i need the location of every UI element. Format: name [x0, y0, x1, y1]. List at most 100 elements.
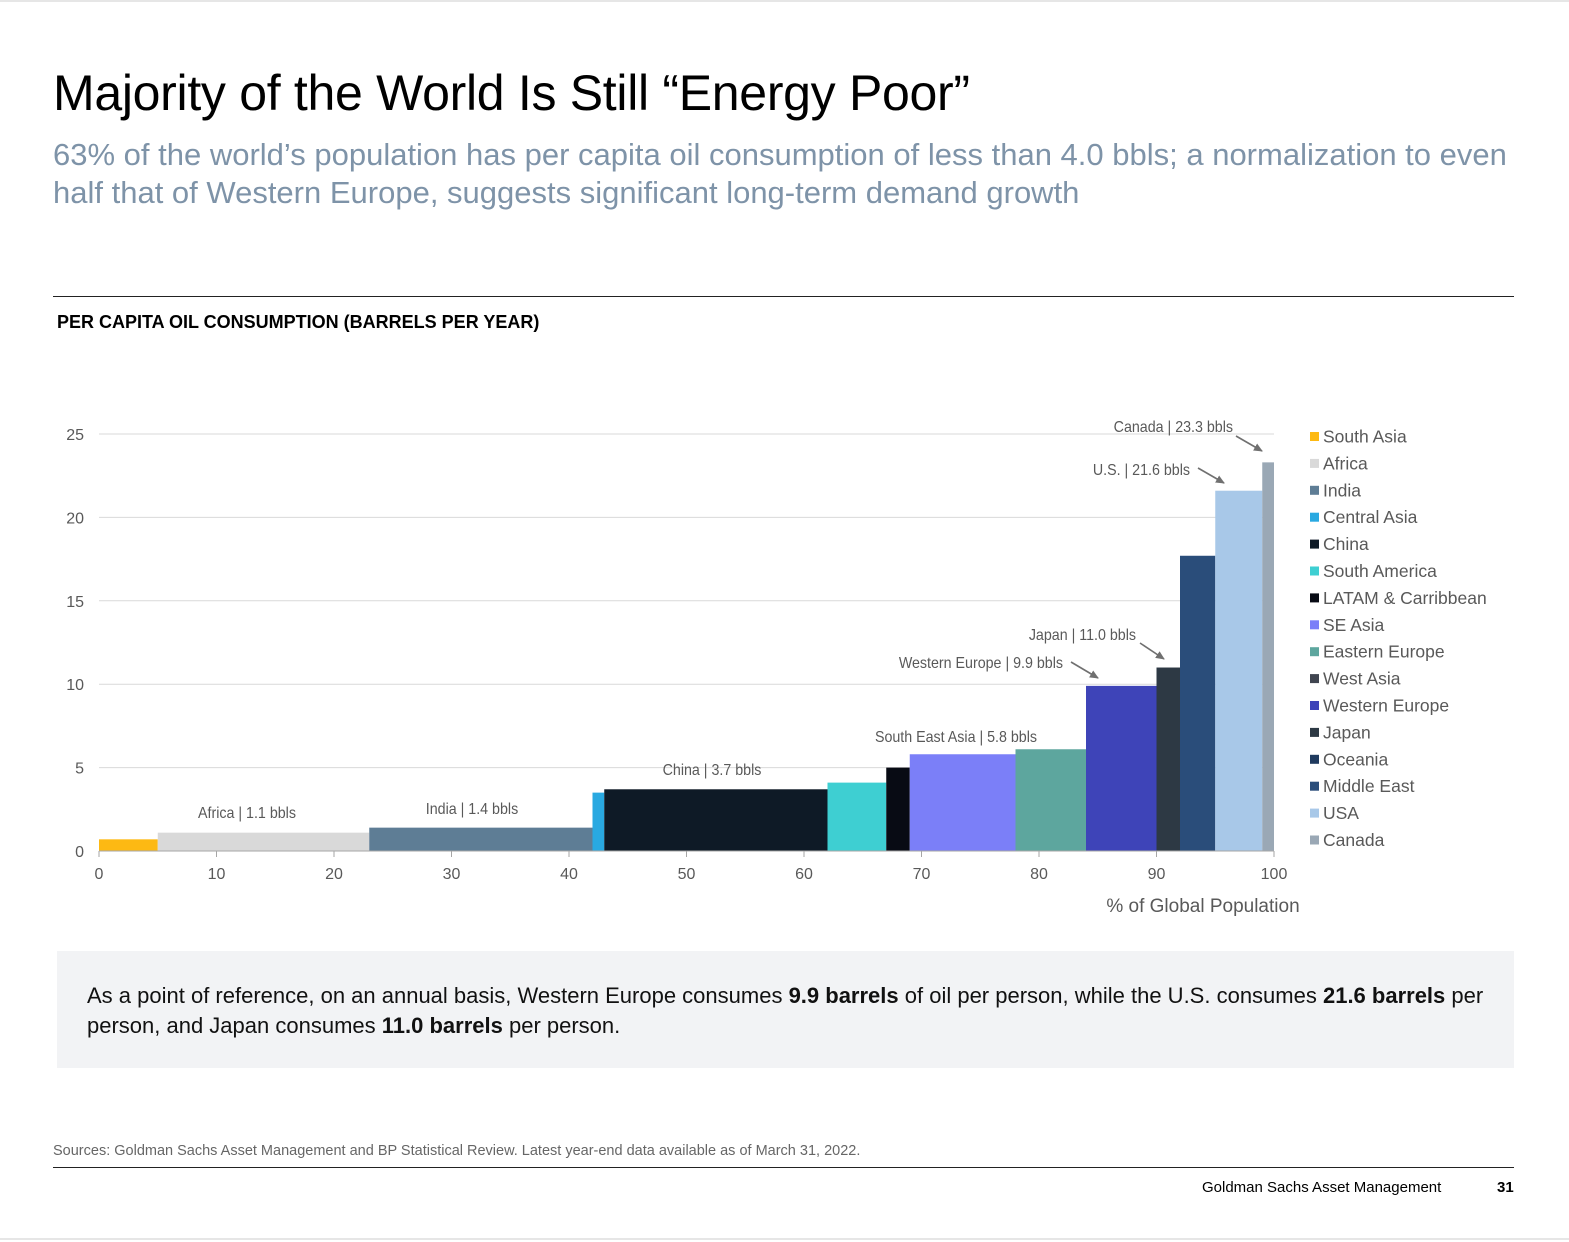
- legend-label: China: [1323, 534, 1369, 554]
- x-tick-label: 0: [95, 866, 104, 883]
- legend-label: LATAM & Carribbean: [1323, 588, 1487, 608]
- sources-text: Sources: Goldman Sachs Asset Management …: [53, 1143, 861, 1159]
- y-tick-label: 0: [75, 844, 84, 861]
- legend-label: SE Asia: [1323, 615, 1385, 635]
- bar-middle-east: [1180, 555, 1216, 851]
- legend-swatch: [1310, 566, 1319, 576]
- annotation-usa: U.S. | 21.6 bbls: [1093, 463, 1190, 480]
- page-subtitle: 63% of the world’s population has per ca…: [53, 137, 1507, 210]
- note-text-3: per person, and Japan consumes: [87, 983, 1484, 1038]
- bar-latam-carribbean: [886, 767, 910, 851]
- annotation-india: India | 1.4 bbls: [426, 802, 518, 819]
- x-tick-label: 100: [1261, 866, 1288, 883]
- legend-swatch: [1310, 808, 1319, 818]
- legend-label: Africa: [1323, 453, 1368, 473]
- x-tick-label: 20: [325, 866, 343, 883]
- annotation-arrow: [1235, 435, 1263, 452]
- bar-western-europe: [1086, 685, 1157, 851]
- annotation-se-asia: South East Asia | 5.8 bbls: [875, 730, 1037, 747]
- note-text-4: per person.: [502, 1013, 621, 1038]
- bar-central-asia: [592, 792, 605, 851]
- legend-label: USA: [1323, 803, 1359, 823]
- legend-label: India: [1323, 480, 1361, 500]
- bars: [99, 462, 1274, 851]
- annotation-arrow: [1070, 661, 1099, 679]
- x-tick-label: 30: [443, 866, 461, 883]
- legend-label: West Asia: [1323, 669, 1401, 689]
- legend-label: Western Europe: [1323, 696, 1449, 716]
- annotation-arrow: [1197, 467, 1225, 484]
- legend-swatch: [1310, 432, 1319, 441]
- chart-top-rule: [53, 296, 1514, 297]
- annotation-africa: Africa | 1.1 bbls: [198, 806, 296, 823]
- y-tick-label: 10: [66, 677, 84, 694]
- bar-usa: [1215, 490, 1263, 851]
- x-tick-label: 90: [1148, 866, 1166, 883]
- note-text-1: As a point of reference, on an annual ba…: [87, 983, 789, 1008]
- x-tick-label: 10: [208, 866, 226, 883]
- page-number: 31: [1497, 1179, 1514, 1196]
- annotation-japan: Japan | 11.0 bbls: [1029, 628, 1136, 645]
- legend-label: Canada: [1323, 830, 1385, 850]
- reference-note: As a point of reference, on an annual ba…: [57, 951, 1514, 1068]
- legend-label: South Asia: [1323, 427, 1407, 447]
- legend-swatch: [1310, 727, 1319, 737]
- page-title: Majority of the World Is Still “Energy P…: [53, 65, 970, 121]
- bar-se-asia: [909, 754, 1016, 851]
- note-text-2: of oil per person, while the U.S. consum…: [898, 983, 1323, 1008]
- x-tick-label: 80: [1030, 866, 1048, 883]
- bar-china: [604, 789, 828, 851]
- legend-label: Middle East: [1323, 776, 1415, 796]
- note-bold-japan: 11.0 barrels: [381, 1013, 503, 1038]
- x-tick-label: 70: [913, 866, 931, 883]
- chart-area: 0 5 10 15 20 25 0 10 20 30 40 50 60 70 80 90 100 % of Glo…: [66, 420, 1487, 917]
- legend-swatch: [1310, 593, 1319, 603]
- top-border: [0, 0, 1569, 2]
- legend-label: Eastern Europe: [1323, 642, 1445, 662]
- bar-south-asia: [99, 839, 158, 851]
- annotation-china: China | 3.7 bbls: [663, 763, 762, 780]
- x-tick-label: 60: [795, 866, 813, 883]
- axes: 0 5 10 15 20 25 0 10 20 30 40 50 60 70 80 90 100 % of Glo…: [66, 427, 1299, 917]
- annotation-arrow: [1139, 642, 1165, 660]
- legend-swatch: [1310, 512, 1319, 522]
- legend-label: Japan: [1323, 722, 1371, 742]
- chart-title: PER CAPITA OIL CONSUMPTION (BARRELS PER …: [57, 312, 540, 332]
- bar-eastern-europe: [1015, 749, 1086, 851]
- bar-south-america: [827, 782, 887, 851]
- bar-africa: [157, 832, 370, 851]
- legend-swatch: [1310, 674, 1319, 684]
- legend-swatch: [1310, 539, 1319, 549]
- x-tick-label: 40: [560, 866, 578, 883]
- y-tick-label: 25: [66, 427, 84, 444]
- bar-india: [369, 827, 593, 851]
- legend-swatch: [1310, 485, 1319, 495]
- y-tick-label: 15: [66, 594, 84, 611]
- bar-canada: [1262, 462, 1274, 851]
- x-axis-title: % of Global Population: [1106, 896, 1299, 917]
- legend-label: South America: [1323, 561, 1437, 581]
- legend-swatch: [1310, 620, 1319, 630]
- legend-label: Central Asia: [1323, 507, 1418, 527]
- legend-swatch: [1310, 701, 1319, 710]
- legend-label: Oceania: [1323, 749, 1388, 769]
- legend-swatch: [1310, 754, 1319, 764]
- bar-japan: [1156, 667, 1180, 851]
- bottom-border: [0, 1238, 1569, 1240]
- y-tick-label: 5: [75, 761, 84, 778]
- x-tick-label: 50: [678, 866, 696, 883]
- y-tick-label: 20: [66, 510, 84, 527]
- footer-rule: [53, 1167, 1514, 1168]
- annotation-western-europe: Western Europe | 9.9 bbls: [899, 656, 1063, 673]
- note-bold-us: 21.6 barrels: [1322, 983, 1446, 1008]
- legend: South Asia Africa India Central Asia China So…: [1310, 427, 1487, 850]
- legend-swatch: [1310, 781, 1319, 791]
- reference-note-text: As a point of reference, on an annual ba…: [87, 981, 1507, 1041]
- legend-swatch: [1310, 835, 1319, 845]
- footer-brand: Goldman Sachs Asset Management: [1202, 1179, 1442, 1196]
- legend-swatch: [1310, 458, 1319, 468]
- grid-lines: [99, 433, 1274, 769]
- annotation-canada: Canada | 23.3 bbls: [1114, 420, 1233, 437]
- annotations: Africa | 1.1 bbls India | 1.4 bbls China |…: [198, 420, 1263, 823]
- note-bold-western-europe: 9.9 barrels: [788, 983, 899, 1008]
